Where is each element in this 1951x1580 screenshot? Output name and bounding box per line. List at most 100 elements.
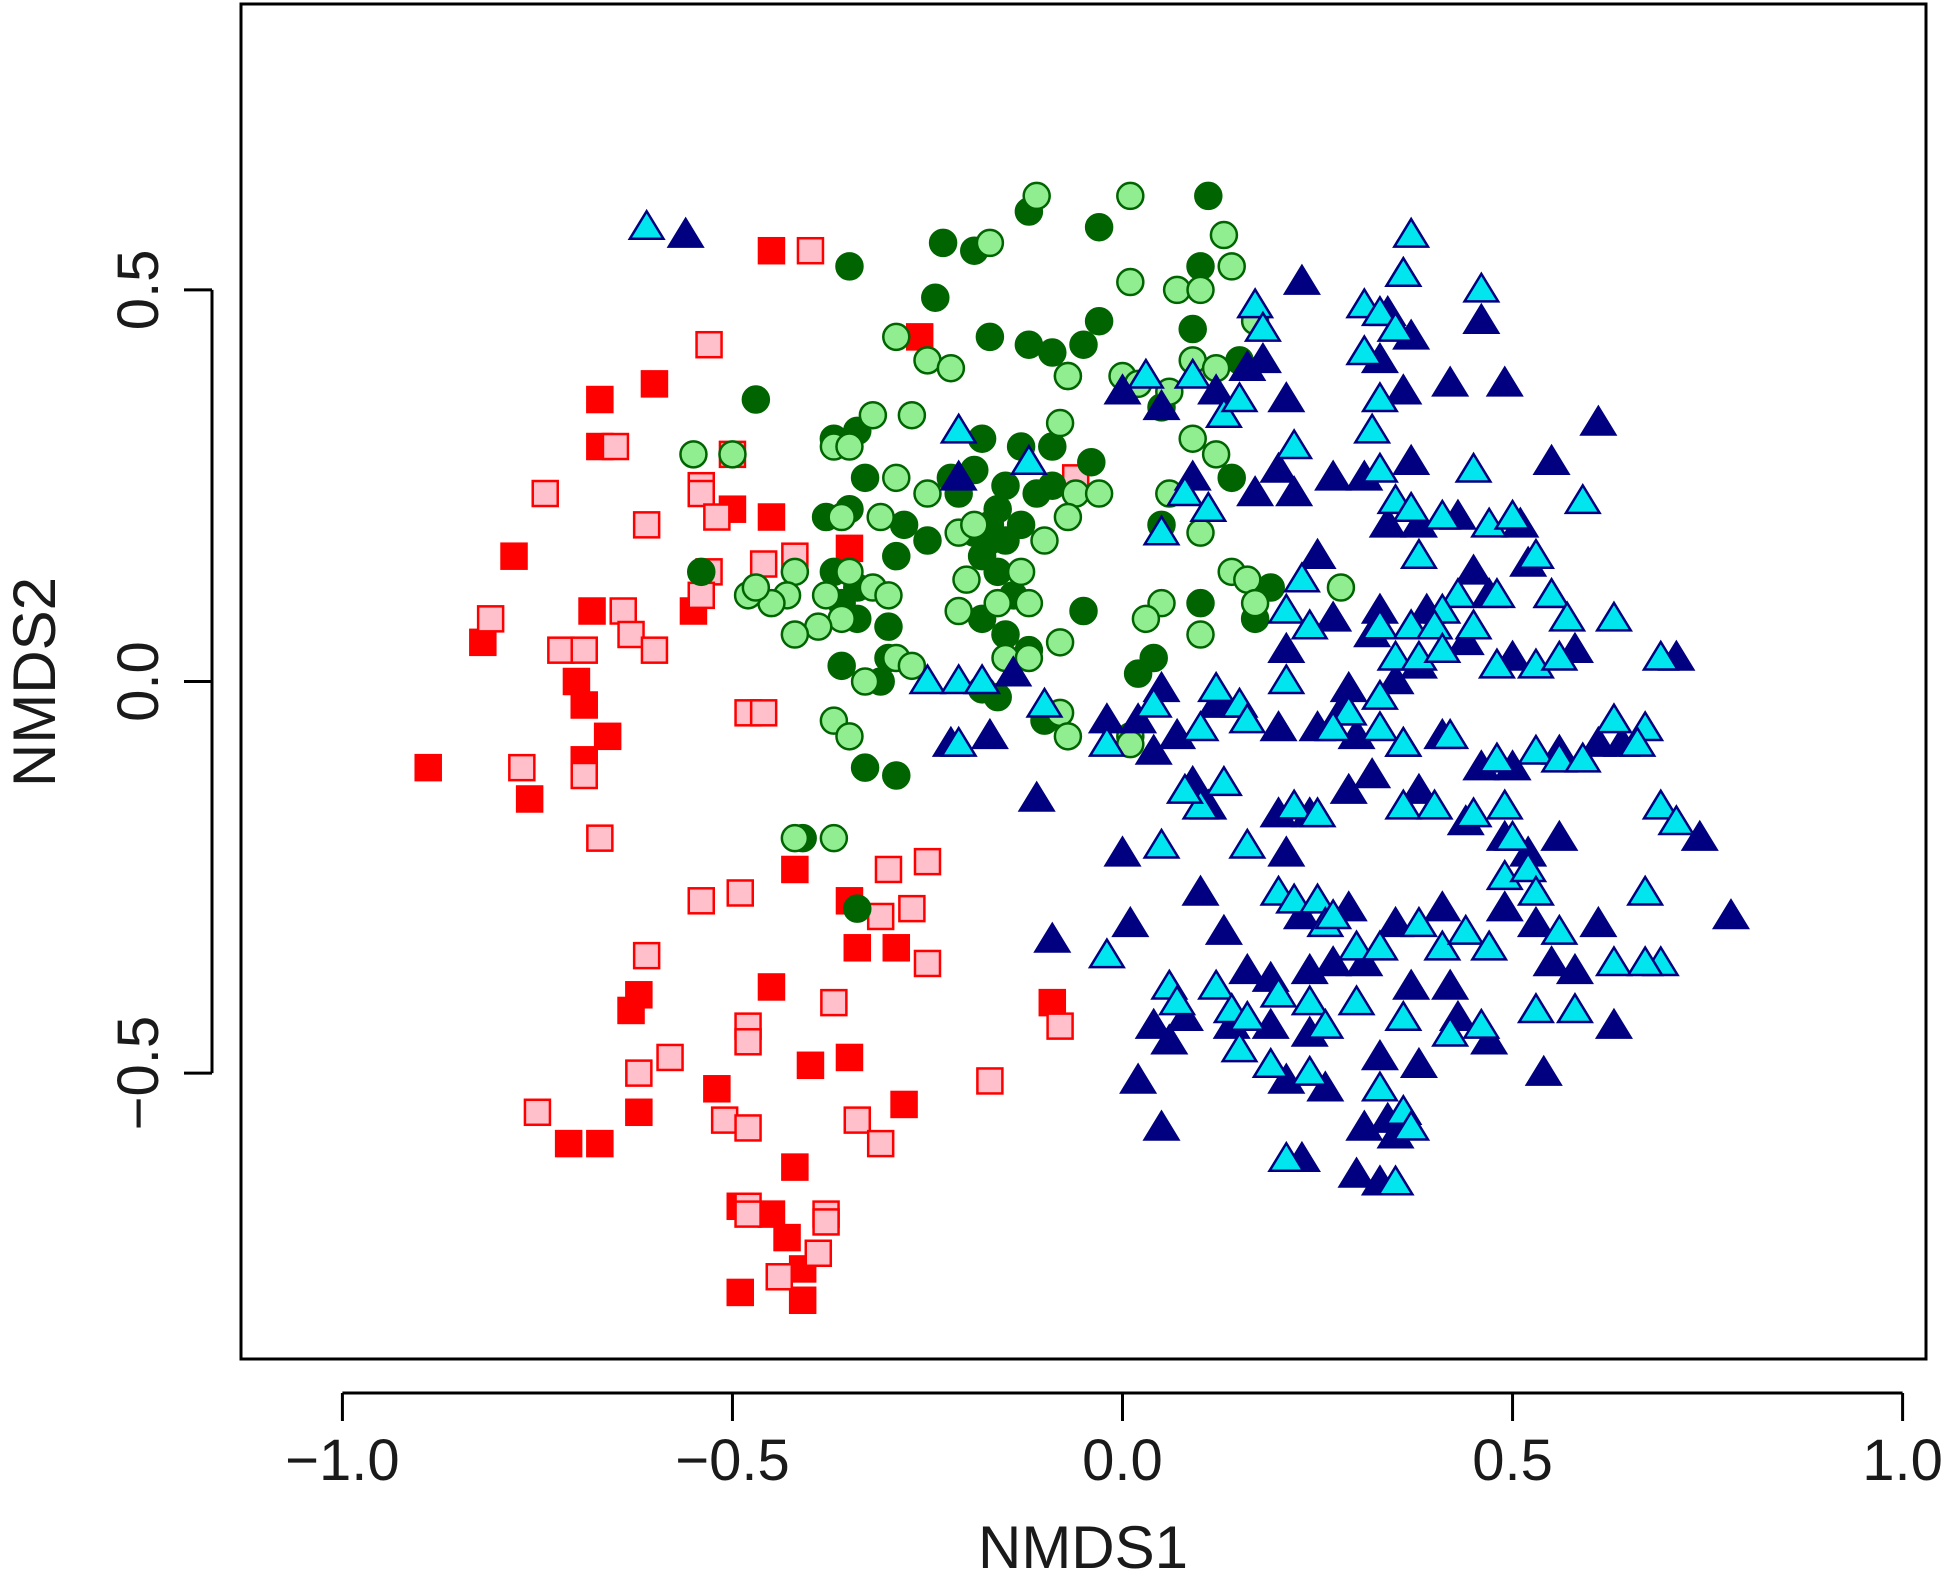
series-3-point-74 (1201, 440, 1231, 469)
series-4-point-14 (1197, 373, 1236, 405)
series-5-point-102 (1516, 874, 1555, 906)
series-5-point-77 (1181, 788, 1220, 820)
series-3-point-19 (679, 440, 708, 469)
series-4-point-43 (1376, 663, 1415, 695)
series-5-point-87 (1657, 804, 1696, 836)
series-0-point-11 (469, 628, 497, 657)
series-0-point-6 (757, 503, 786, 531)
series-1-point-49 (765, 1263, 794, 1291)
series-5-point-8 (1243, 310, 1282, 342)
series-4-point-111 (1399, 1046, 1438, 1079)
series-4-point-104 (1134, 1007, 1173, 1039)
series-1-point-48 (804, 1239, 833, 1268)
series-5-point-85 (1485, 788, 1524, 820)
series-5-point-38 (1594, 600, 1633, 632)
series-2-point-14 (741, 385, 771, 414)
series-5-point-6 (1462, 271, 1501, 303)
series-2-point-11 (1084, 306, 1114, 336)
series-0-point-39 (788, 1286, 817, 1315)
series-4-point-55 (1259, 710, 1298, 742)
series-4-point-21 (1314, 459, 1353, 491)
y-tick-label-1: 0.0 (106, 641, 171, 722)
series-3-point-46 (827, 604, 856, 634)
series-4-point-11 (1267, 381, 1306, 413)
series-5-point-92 (1298, 882, 1337, 914)
series-4-point-20 (1275, 475, 1314, 507)
series-3-point-61 (1186, 518, 1215, 547)
series-0-point-27 (835, 1043, 864, 1072)
series-5-point-89 (1228, 827, 1267, 859)
series-0-point-30 (625, 1098, 653, 1127)
series-5-point-95 (1360, 929, 1399, 961)
series-3-point-3 (1209, 220, 1239, 250)
series-0-point-24 (617, 996, 645, 1025)
series-2-point-24 (1077, 447, 1106, 477)
series-5-point-29 (1142, 514, 1181, 546)
series-4-point-91 (1111, 905, 1150, 938)
series-2-point-10 (1038, 338, 1067, 367)
series-3-point-11 (936, 353, 966, 383)
series-1-point-40 (710, 1106, 739, 1134)
series-0-point-9 (578, 597, 606, 625)
series-3-point-31 (1053, 502, 1083, 532)
series-3-point-39 (874, 581, 903, 610)
series-4-point-98 (1314, 945, 1353, 977)
series-3-point-34 (835, 557, 864, 587)
series-3-point-10 (913, 346, 942, 375)
series-5-point-104 (1626, 874, 1665, 906)
series-0-point-35 (757, 1200, 786, 1228)
series-5-point-94 (1337, 929, 1376, 961)
series-3-point-64 (1240, 588, 1270, 618)
series-5-point-12 (1204, 396, 1243, 428)
series-1-point-14 (687, 581, 716, 610)
series-1-point-16 (547, 636, 575, 664)
series-5-point-117 (1431, 1015, 1470, 1047)
series-3-point-22 (835, 432, 864, 461)
series-4-point-73 (1353, 757, 1392, 789)
series-0-point-25 (1038, 988, 1067, 1017)
x-tick-label-0: −1.0 (285, 1428, 400, 1493)
series-3-point-17 (897, 400, 927, 430)
series-1-point-1 (695, 330, 723, 359)
series-1-point-23 (586, 824, 614, 852)
series-5-point-115 (1337, 984, 1376, 1016)
series-4-point-0 (666, 216, 705, 248)
series-5-point-32 (1282, 561, 1321, 593)
x-tick-label-1: −0.5 (675, 1428, 790, 1493)
series-5-point-30 (1516, 537, 1555, 569)
series-1-point-7 (703, 503, 731, 531)
series-4-point-79 (1680, 819, 1719, 851)
series-4-point-12 (1103, 373, 1142, 405)
series-3-point-15 (1053, 361, 1083, 391)
series-5-point-132 (1493, 819, 1532, 851)
series-2-point-3 (921, 283, 950, 312)
series-4-point-10 (1228, 349, 1267, 381)
series-2-point-32 (1006, 510, 1036, 540)
series-4-point-105 (1150, 1023, 1189, 1055)
series-5-point-97 (1423, 929, 1462, 961)
series-2-point-1 (928, 228, 958, 258)
series-3-point-32 (1030, 526, 1059, 555)
x-tick-label-3: 0.5 (1472, 1428, 1553, 1493)
series-5-point-23 (1423, 498, 1462, 530)
series-5-point-28 (1189, 490, 1228, 522)
series-1-point-26 (687, 887, 716, 915)
series-3-point-57 (1053, 722, 1083, 751)
series-5-point-45 (1376, 639, 1415, 671)
series-0-point-29 (890, 1090, 918, 1119)
series-2-point-6 (1194, 181, 1223, 211)
series-1-point-10 (749, 550, 778, 578)
series-4-point-80 (1711, 898, 1751, 930)
series-4-point-17 (1392, 443, 1431, 475)
series-1-point-43 (866, 1129, 895, 1158)
series-3-point-20 (718, 440, 747, 469)
series-1-point-47 (812, 1208, 840, 1236)
series-5-point-63 (1181, 710, 1220, 742)
series-4-point-89 (1017, 780, 1056, 812)
series-0-point-32 (586, 1129, 614, 1158)
series-5-point-16 (1353, 412, 1392, 444)
series-3-point-23 (882, 463, 911, 493)
series-5-point-120 (1555, 992, 1594, 1024)
series-5-point-58 (908, 663, 947, 695)
series-5-point-118 (1462, 1007, 1501, 1039)
